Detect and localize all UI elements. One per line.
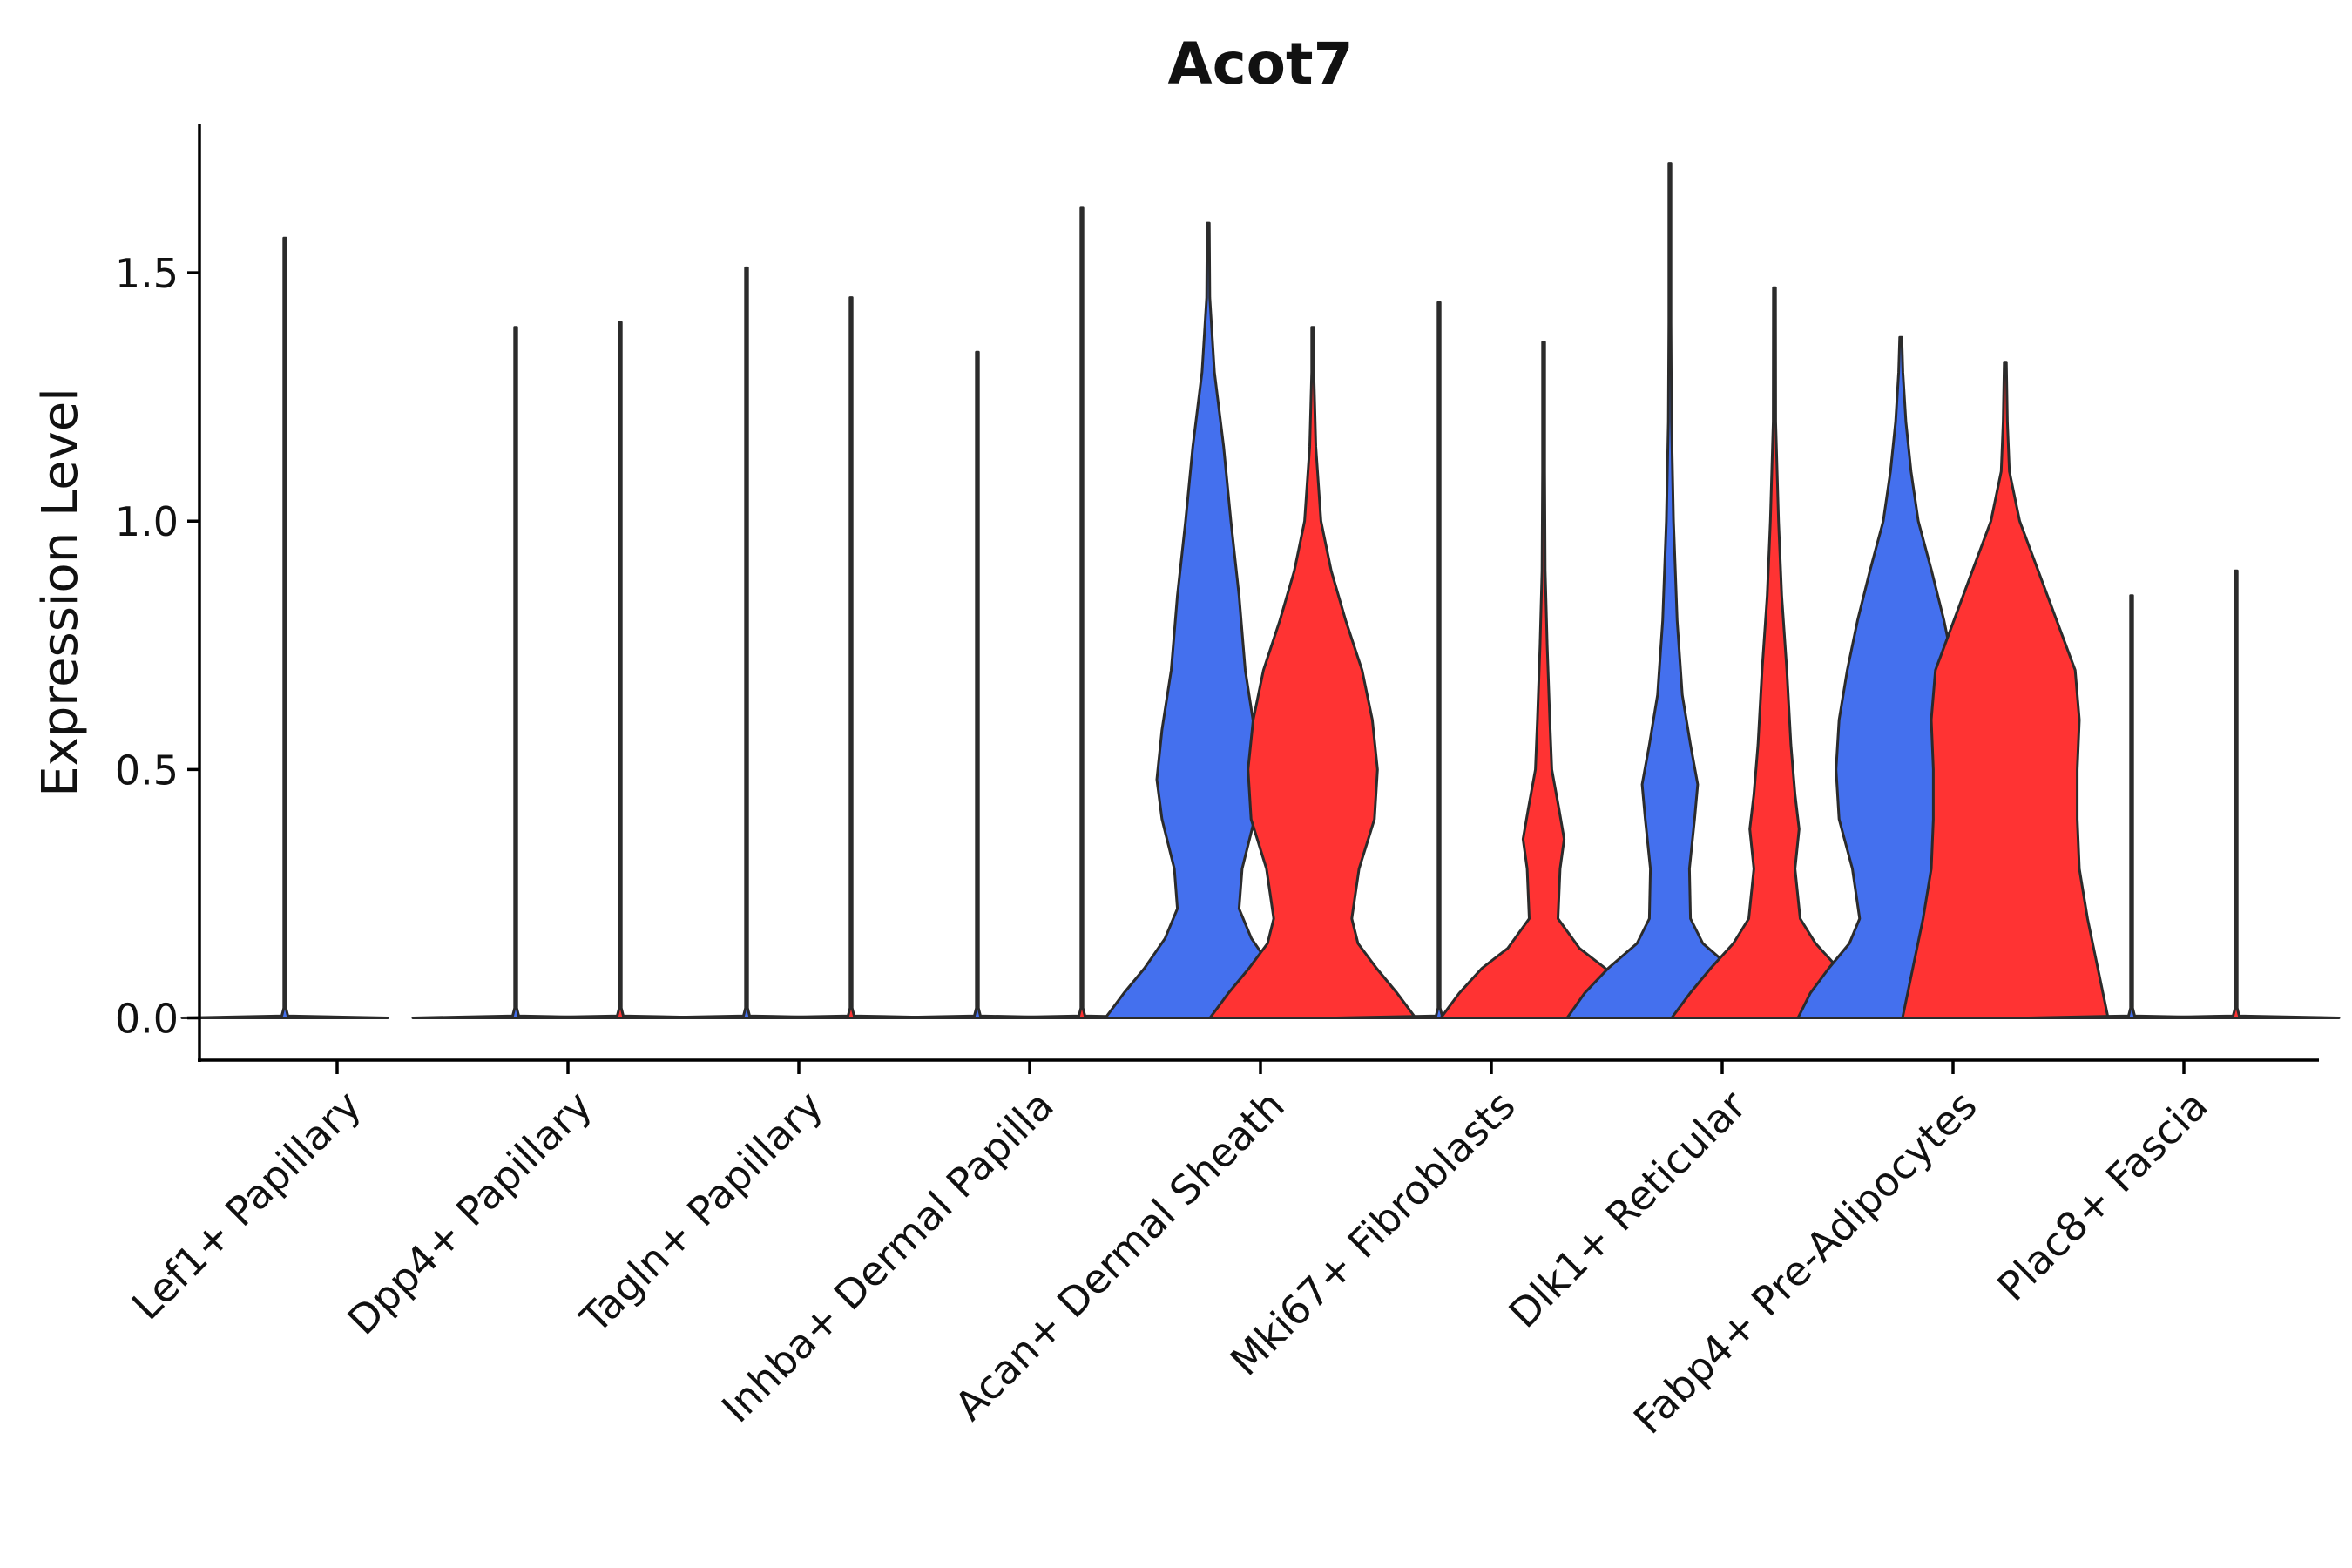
violin-group-2-7 xyxy=(1901,361,2110,1019)
violin-group-1-5 xyxy=(1335,301,1544,1019)
violin-group-2-5 xyxy=(1439,341,1648,1019)
x-tick-label: Dpp4+ Papillary xyxy=(339,1082,601,1344)
y-tick-label: 0.5 xyxy=(115,747,179,794)
violin-group-1-3 xyxy=(873,350,1082,1019)
violin-group-1-4 xyxy=(1104,221,1313,1019)
violin-group-1-0 xyxy=(180,236,389,1019)
violin-group-1-2 xyxy=(642,266,851,1019)
violin-group-2-2 xyxy=(747,296,956,1019)
violin-group-1-6 xyxy=(1565,162,1774,1019)
y-ticks: 0.0 0.5 1.0 1.5 xyxy=(115,250,199,1043)
y-axis-label: Expression Level xyxy=(32,388,89,797)
x-tick-label: Lef1+ Papillary xyxy=(123,1082,370,1329)
y-tick-label: 1.0 xyxy=(115,498,179,545)
violin-group-1-1 xyxy=(411,326,620,1019)
violin-group-2-3 xyxy=(977,206,1186,1019)
violin-group-2-8 xyxy=(2132,569,2341,1019)
violin-group-2-4 xyxy=(1208,326,1417,1019)
x-tick-label: Plac8+ Fascia xyxy=(1988,1082,2216,1310)
y-tick-label: 0.0 xyxy=(115,996,179,1043)
x-tick-label: Tagln+ Papillary xyxy=(571,1082,832,1343)
x-tick-label: Dlk1+ Reticular xyxy=(1500,1082,1755,1337)
violin-layer xyxy=(180,162,2341,1019)
violin-group-2-6 xyxy=(1670,286,1879,1019)
chart-title: Acot7 xyxy=(1167,30,1353,98)
violin-group-1-8 xyxy=(2027,594,2236,1019)
violin-group-2-1 xyxy=(516,321,725,1019)
y-tick-label: 1.5 xyxy=(115,250,179,297)
